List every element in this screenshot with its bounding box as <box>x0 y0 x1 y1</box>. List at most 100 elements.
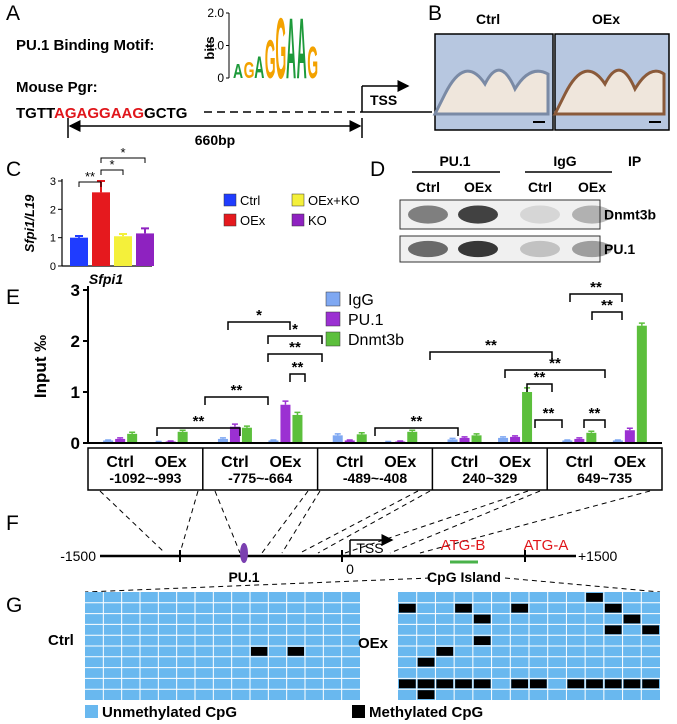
significance-bracket <box>227 321 291 330</box>
methylated-cell <box>473 636 491 645</box>
significance-bracket <box>374 427 459 436</box>
legend-label: Unmethylated CpG <box>102 704 237 721</box>
error-bar <box>334 433 341 436</box>
blot-row-label: Dnmt3b <box>604 207 656 223</box>
methylated-cell <box>642 625 659 635</box>
bar <box>586 432 597 443</box>
bar <box>280 404 291 443</box>
bar <box>127 433 138 443</box>
error-bar <box>294 411 301 415</box>
gene-label: Mouse Pgr: <box>16 79 98 96</box>
significance-bracket <box>526 383 553 392</box>
y-tick-label: 0 <box>71 434 80 453</box>
error-bar <box>129 431 136 434</box>
lane-label: Ctrl <box>528 179 552 195</box>
methylated-cell <box>473 679 491 689</box>
x-tick-label: OEx <box>614 454 646 471</box>
error-bar <box>461 436 468 438</box>
error-bar <box>385 440 392 443</box>
sequence: TGTTAGAGGAAGGCTG <box>16 105 187 122</box>
axis-label: bits <box>202 36 217 59</box>
tss-label: TSS <box>370 92 397 108</box>
position-label: 0 <box>346 561 354 577</box>
legend-swatch <box>352 705 365 718</box>
methylated-cell <box>417 657 435 667</box>
legend-swatch <box>223 193 237 207</box>
logo-letter: G <box>244 59 255 84</box>
blot-band <box>520 205 560 224</box>
logo-letter: A <box>297 1 307 97</box>
error-bar <box>512 435 519 437</box>
methylated-cell <box>455 679 472 689</box>
bar <box>92 192 110 266</box>
error-bar <box>614 439 621 441</box>
methylated-cell <box>436 647 454 656</box>
significance-bracket <box>289 373 306 382</box>
significance-bracket <box>156 427 241 436</box>
significance-label: ** <box>85 169 95 184</box>
methylated-cell <box>417 679 435 689</box>
bar <box>241 427 252 443</box>
methylated-cell <box>604 625 622 635</box>
methylated-cell <box>623 679 641 689</box>
significance-label: ** <box>589 405 601 422</box>
logo-letter: G <box>265 30 276 90</box>
significance-label: * <box>292 321 298 338</box>
legend-swatch <box>325 291 341 307</box>
error-bar <box>270 439 277 441</box>
tss-label: TSS <box>356 540 383 556</box>
atg-label: ATG-A <box>524 537 569 554</box>
error-bar <box>638 322 645 326</box>
methylated-cell <box>436 679 454 689</box>
legend-label: Dnmt3b <box>348 332 404 349</box>
bar <box>612 440 623 443</box>
significance-bracket <box>583 419 606 428</box>
ip-group-label: IgG <box>553 153 576 169</box>
blot-band <box>458 205 498 224</box>
lane-label: OEx <box>464 179 492 195</box>
image-label: Ctrl <box>476 11 500 27</box>
legend-swatch <box>291 193 305 207</box>
ip-group-label: PU.1 <box>439 153 470 169</box>
legend-label: Methylated CpG <box>369 704 483 721</box>
error-bar <box>409 429 416 432</box>
logo-letter: A <box>254 51 264 86</box>
legend-swatch <box>223 213 237 227</box>
methylated-cell <box>623 614 641 624</box>
x-tick-label: Ctrl <box>566 454 594 471</box>
legend-swatch <box>291 213 305 227</box>
y-tick-label: 3 <box>71 281 80 300</box>
error-bar <box>346 439 353 441</box>
bar <box>624 430 635 443</box>
error-bar <box>626 427 633 431</box>
significance-label: ** <box>411 413 423 430</box>
grid-label: Ctrl <box>48 632 74 649</box>
error-bar <box>500 436 507 438</box>
bar <box>229 426 240 443</box>
methylated-cell <box>511 603 528 613</box>
connector <box>214 490 241 554</box>
significance-label: ** <box>193 413 205 430</box>
blot-band <box>408 240 448 258</box>
connector <box>99 490 166 554</box>
blot-band <box>520 240 560 258</box>
legend-label: OEx+KO <box>308 193 360 208</box>
cpg-label: CpG Island <box>427 569 501 585</box>
region-label: -775~-664 <box>228 470 292 486</box>
x-tick-label: OEx <box>384 454 416 471</box>
pu1-site <box>240 543 248 563</box>
category-box <box>87 447 663 491</box>
y-tick-label: 1 <box>50 233 56 245</box>
panel-label: G <box>6 594 22 617</box>
region-label: 649~735 <box>577 470 632 486</box>
error-bar <box>155 440 162 443</box>
panel-label: D <box>370 158 385 181</box>
bar <box>115 438 126 443</box>
significance-label: * <box>109 157 114 172</box>
error-bar <box>75 234 83 238</box>
grid-label: OEx <box>358 635 389 652</box>
significance-bracket <box>534 419 563 428</box>
connector <box>261 490 309 554</box>
methylated-cell <box>417 690 435 699</box>
